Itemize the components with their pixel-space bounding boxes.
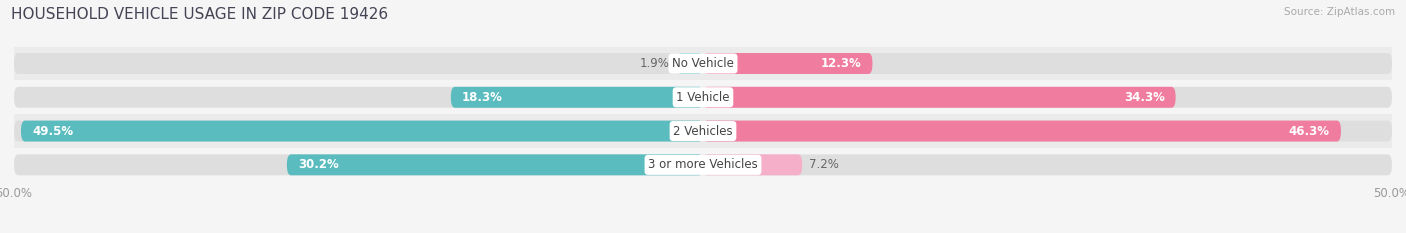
FancyBboxPatch shape <box>14 154 1392 175</box>
Text: No Vehicle: No Vehicle <box>672 57 734 70</box>
FancyBboxPatch shape <box>21 121 703 141</box>
Text: 12.3%: 12.3% <box>821 57 862 70</box>
Text: 30.2%: 30.2% <box>298 158 339 171</box>
Text: 1.9%: 1.9% <box>640 57 669 70</box>
Text: 2 Vehicles: 2 Vehicles <box>673 125 733 137</box>
FancyBboxPatch shape <box>703 154 803 175</box>
Text: 3 or more Vehicles: 3 or more Vehicles <box>648 158 758 171</box>
FancyBboxPatch shape <box>14 121 1392 141</box>
FancyBboxPatch shape <box>703 53 873 74</box>
Bar <box>14 47 1392 80</box>
FancyBboxPatch shape <box>287 154 703 175</box>
FancyBboxPatch shape <box>703 87 1175 108</box>
FancyBboxPatch shape <box>14 87 1392 108</box>
Text: Source: ZipAtlas.com: Source: ZipAtlas.com <box>1284 7 1395 17</box>
FancyBboxPatch shape <box>703 121 1341 141</box>
Text: 34.3%: 34.3% <box>1123 91 1164 104</box>
Bar <box>14 80 1392 114</box>
Bar <box>14 148 1392 182</box>
Text: 7.2%: 7.2% <box>808 158 839 171</box>
Bar <box>14 114 1392 148</box>
FancyBboxPatch shape <box>14 53 1392 74</box>
Text: 1 Vehicle: 1 Vehicle <box>676 91 730 104</box>
Text: HOUSEHOLD VEHICLE USAGE IN ZIP CODE 19426: HOUSEHOLD VEHICLE USAGE IN ZIP CODE 1942… <box>11 7 388 22</box>
FancyBboxPatch shape <box>676 53 703 74</box>
Text: 46.3%: 46.3% <box>1289 125 1330 137</box>
Text: 49.5%: 49.5% <box>32 125 73 137</box>
FancyBboxPatch shape <box>451 87 703 108</box>
Text: 18.3%: 18.3% <box>461 91 503 104</box>
